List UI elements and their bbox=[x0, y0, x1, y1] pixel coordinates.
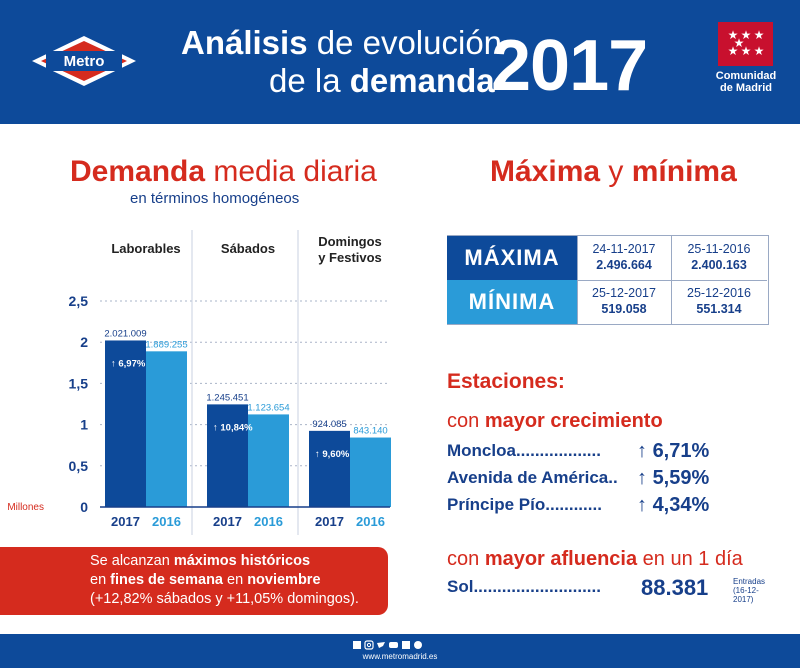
maxmin-title: Máxima y mínima bbox=[490, 155, 737, 188]
instagram-icon bbox=[364, 640, 374, 650]
metro-logo: Metro bbox=[32, 36, 136, 86]
year-tick-label: 2016 bbox=[254, 514, 283, 529]
year-tick-label: 2016 bbox=[152, 514, 181, 529]
metro-logo-text: Metro bbox=[64, 53, 105, 70]
svg-text:★: ★ bbox=[728, 44, 739, 58]
sol-value: 88.381 bbox=[641, 575, 709, 600]
footer-url: www.metromadrid.es bbox=[362, 652, 438, 661]
comunidad-name: Comunidad de Madrid bbox=[715, 70, 777, 94]
sol-row: Sol........................... 88.381 En… bbox=[447, 575, 777, 604]
bar-value-label: 1.245.451 bbox=[206, 392, 248, 403]
max-cell-2016: 25-11-2016 2.400.163 bbox=[687, 242, 751, 272]
affluence-title: con mayor afluencia en un 1 día bbox=[447, 548, 743, 570]
year-tick-label: 2017 bbox=[213, 514, 242, 529]
station-row: Príncipe Pío............ ↑ 4,34% bbox=[447, 494, 710, 516]
youtube-icon bbox=[389, 642, 398, 648]
spotify-icon bbox=[414, 641, 422, 649]
footer bbox=[0, 634, 800, 668]
bar-2016 bbox=[350, 437, 391, 507]
min-label: MÍNIMA bbox=[447, 280, 577, 324]
arrow-up-icon: ↑ 6,71% bbox=[637, 440, 710, 462]
growth-label: ↑ 9,60% bbox=[315, 449, 350, 460]
title-bold-1: Análisis bbox=[181, 24, 308, 61]
comunidad-flag: ★ ★ ★ ★ ★ ★ ★ bbox=[718, 22, 773, 66]
record-banner bbox=[0, 547, 388, 615]
svg-text:★: ★ bbox=[754, 28, 765, 42]
stars-icon: ★ ★ ★ ★ ★ ★ ★ bbox=[728, 28, 765, 58]
growth-title: con mayor crecimiento bbox=[447, 410, 663, 432]
demand-chart: 0 0,5 1 1,5 2 2,5 Millones Laborables 2.021.009 2… bbox=[7, 230, 391, 535]
svg-text:★: ★ bbox=[741, 44, 752, 58]
max-cell-2017: 24-11-2017 2.496.664 bbox=[592, 242, 656, 272]
demand-subtitle: en términos homogéneos bbox=[130, 190, 300, 207]
y-tick-label: 0 bbox=[80, 499, 88, 515]
growth-label: ↑ 6,97% bbox=[111, 358, 146, 369]
page-year: 2017 bbox=[491, 26, 648, 106]
year-tick-label: 2016 bbox=[356, 514, 385, 529]
facebook-icon bbox=[353, 641, 361, 649]
svg-text:★: ★ bbox=[741, 28, 752, 42]
sol-unit: Entradas (16-12-2017) bbox=[733, 577, 766, 604]
twitter-icon bbox=[377, 642, 385, 648]
station-row: Moncloa.................. ↑ 6,71% bbox=[447, 440, 710, 462]
record-banner-text: Se alcanzan máximos históricos en fines … bbox=[90, 553, 359, 607]
stations-title: Estaciones: bbox=[447, 370, 565, 393]
y-tick-label: 1 bbox=[80, 417, 88, 433]
y-tick-label: 2 bbox=[80, 334, 88, 350]
arrow-up-icon: ↑ 4,34% bbox=[637, 494, 710, 516]
y-tick-label: 1,5 bbox=[69, 375, 89, 391]
category-label: Laborables bbox=[111, 241, 180, 256]
category-label: Domingos bbox=[318, 234, 382, 249]
max-label: MÁXIMA bbox=[447, 236, 577, 280]
bar-2017 bbox=[309, 430, 350, 507]
bar-value-label: 843.140 bbox=[353, 426, 387, 437]
station-row: Avenida de América.. ↑ 5,59% bbox=[447, 467, 710, 489]
linkedin-icon bbox=[402, 641, 410, 649]
bar-value-label: 924.085 bbox=[312, 419, 346, 430]
arrow-up-icon: ↑ 5,59% bbox=[637, 467, 710, 489]
bar-2017 bbox=[207, 404, 248, 507]
year-tick-label: 2017 bbox=[111, 514, 140, 529]
y-axis-label: Millones bbox=[7, 502, 44, 513]
bar-2017 bbox=[105, 340, 146, 507]
category-label: y Festivos bbox=[318, 250, 382, 265]
title-line2a: de la bbox=[269, 62, 350, 99]
title-rest-1: de evolución bbox=[307, 24, 503, 61]
bar-2016 bbox=[248, 414, 289, 507]
bar-value-label: 1.123.654 bbox=[247, 402, 289, 413]
title-bold-2: demanda bbox=[349, 62, 495, 99]
page-title: Análisis de evolución de la demanda bbox=[181, 24, 502, 100]
y-tick-label: 2,5 bbox=[69, 293, 89, 309]
bar-value-label: 1.889.255 bbox=[145, 339, 187, 350]
svg-text:★: ★ bbox=[734, 36, 745, 50]
growth-label: ↑ 10,84% bbox=[213, 422, 253, 433]
bar-2016 bbox=[146, 351, 187, 507]
y-tick-label: 0,5 bbox=[69, 458, 89, 474]
demand-title: Demanda media diaria bbox=[70, 155, 377, 188]
min-cell-2017: 25-12-2017 519.058 bbox=[592, 286, 656, 316]
bar-value-label: 2.021.009 bbox=[104, 328, 146, 339]
category-label: Sábados bbox=[221, 241, 275, 256]
svg-text:★: ★ bbox=[754, 44, 765, 58]
min-cell-2016: 25-12-2016 551.314 bbox=[687, 286, 751, 316]
svg-text:★: ★ bbox=[728, 28, 739, 42]
year-tick-label: 2017 bbox=[315, 514, 344, 529]
social-icons bbox=[353, 640, 422, 650]
